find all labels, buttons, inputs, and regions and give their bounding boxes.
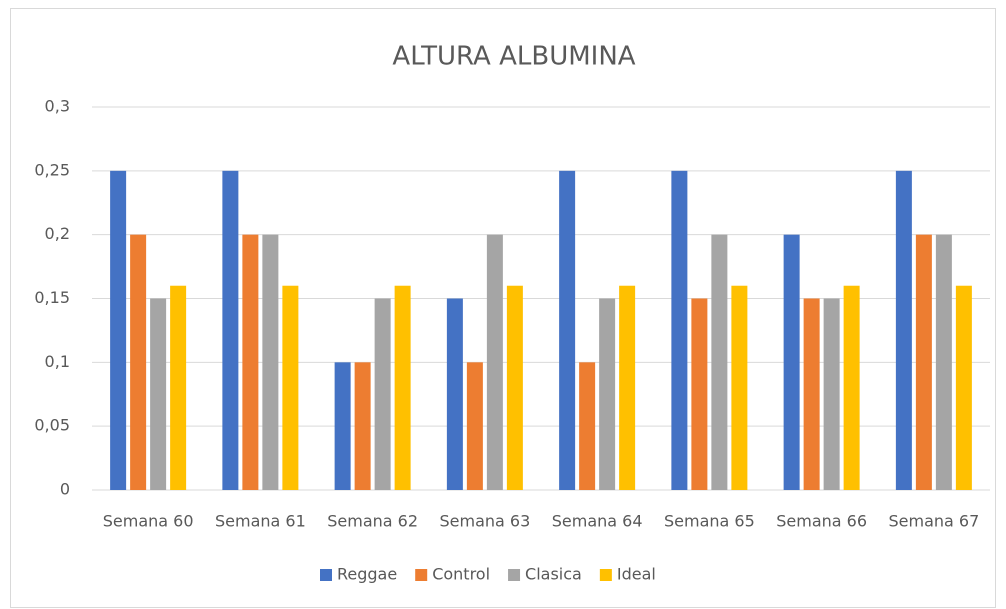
y-tick-label: 0 — [60, 480, 70, 499]
bar — [731, 285, 748, 490]
x-tick-label: Semana 60 — [103, 512, 194, 531]
y-tick-label: 0,1 — [45, 352, 70, 371]
bar — [242, 234, 259, 490]
bar — [394, 285, 411, 490]
bar — [282, 285, 299, 490]
bar — [130, 234, 147, 490]
x-tick-label: Semana 62 — [327, 512, 418, 531]
bar — [915, 234, 932, 490]
bar — [486, 234, 503, 490]
bar — [935, 234, 952, 490]
bar — [559, 170, 576, 491]
legend-label: Clasica — [525, 565, 582, 584]
x-tick-label: Semana 65 — [664, 512, 755, 531]
bar — [691, 298, 708, 490]
bar — [150, 298, 167, 490]
x-tick-label: Semana 67 — [888, 512, 979, 531]
bar — [374, 298, 391, 490]
bar — [671, 170, 688, 491]
bar — [711, 234, 728, 490]
bar — [843, 285, 860, 490]
bar — [783, 234, 800, 490]
bar — [823, 298, 840, 490]
x-tick-label: Semana 63 — [439, 512, 530, 531]
x-tick-label: Semana 61 — [215, 512, 306, 531]
bar — [354, 362, 371, 490]
legend-label: Reggae — [337, 565, 397, 584]
bar — [895, 170, 912, 491]
x-tick-label: Semana 64 — [552, 512, 643, 531]
bar — [506, 285, 523, 490]
legend-swatch — [508, 569, 521, 581]
bar — [619, 285, 636, 490]
bar — [599, 298, 616, 490]
chart-title: ALTURA ALBUMINA — [392, 42, 635, 72]
bar — [110, 170, 127, 491]
y-tick-label: 0,2 — [45, 224, 70, 243]
legend-label: Control — [432, 565, 490, 584]
y-tick-label: 0,25 — [34, 160, 70, 179]
bar — [222, 170, 239, 491]
legend-swatch — [415, 569, 428, 581]
y-tick-label: 0,05 — [34, 416, 70, 435]
bar — [446, 298, 463, 490]
bar — [803, 298, 820, 490]
bar — [466, 362, 483, 490]
bar — [334, 362, 351, 490]
legend-swatch — [599, 569, 612, 581]
x-tick-label: Semana 66 — [776, 512, 867, 531]
legend-swatch — [320, 569, 332, 581]
y-tick-label: 0,3 — [45, 97, 70, 116]
bar — [262, 234, 279, 490]
bar — [579, 362, 596, 490]
bar — [955, 285, 972, 490]
bar — [170, 285, 187, 490]
legend-label: Ideal — [617, 565, 656, 584]
y-tick-label: 0,15 — [34, 288, 70, 307]
